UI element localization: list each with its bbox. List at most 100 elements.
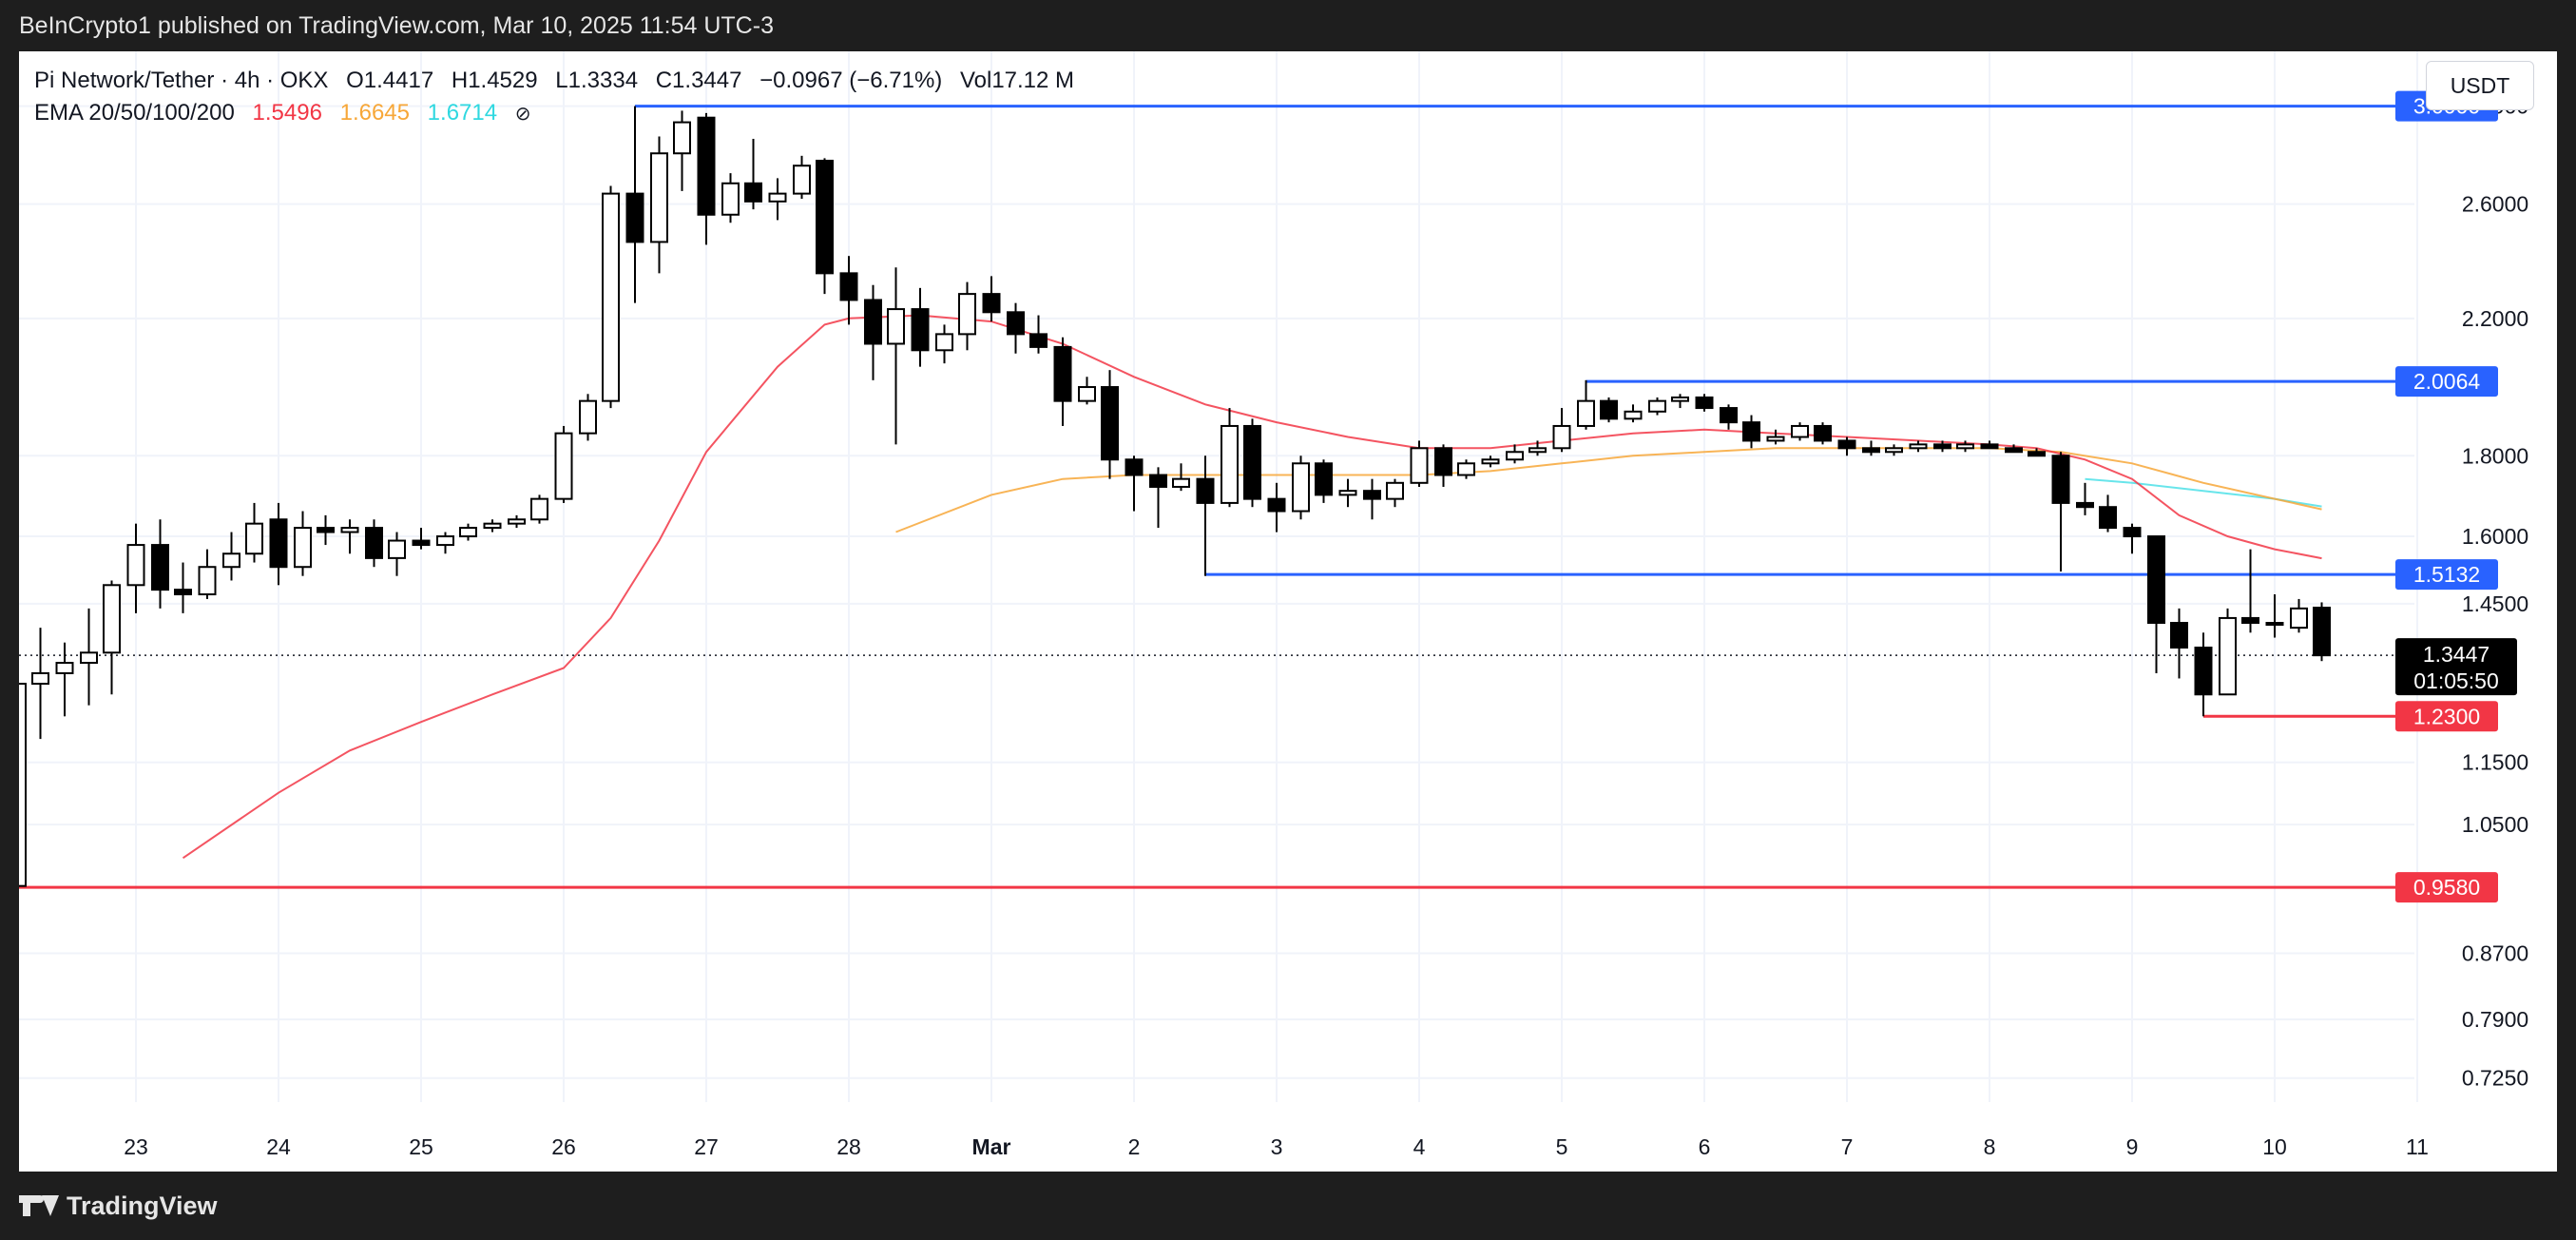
- symbol-label[interactable]: Pi Network/Tether · 4h · OKX: [34, 68, 329, 93]
- time-tick-label: 11: [2406, 1134, 2429, 1159]
- bear-candle: [269, 502, 288, 586]
- tradingview-logo[interactable]: TradingView: [19, 1189, 218, 1223]
- candle-body: [1410, 447, 1429, 484]
- candle-body: [459, 527, 477, 538]
- bear-candle: [1600, 397, 1618, 423]
- bear-candle: [1029, 315, 1048, 354]
- candle-body: [1837, 439, 1856, 450]
- candle-body: [1885, 447, 1903, 454]
- ema-label[interactable]: EMA 20/50/100/200: [34, 100, 235, 126]
- candle-body: [1149, 474, 1167, 488]
- candle-body: [269, 518, 288, 569]
- candle-body: [1101, 386, 1119, 461]
- candle-body: [816, 160, 834, 275]
- candle-body: [388, 539, 406, 559]
- tradingview-brand: TradingView: [67, 1191, 218, 1220]
- tradingview-logo-icon: [19, 1195, 59, 1216]
- bull-candle: [1078, 377, 1096, 405]
- bear-candle: [1196, 455, 1215, 576]
- time-tick-label: 7: [1841, 1134, 1854, 1159]
- candle-body: [887, 308, 905, 345]
- level-label-text: 0.9580: [2413, 875, 2480, 900]
- time-tick-label: 4: [1413, 1134, 1426, 1159]
- bull-candle: [887, 267, 905, 445]
- candle-body: [508, 518, 526, 525]
- bull-candle: [673, 110, 691, 191]
- bear-candle: [2028, 448, 2046, 457]
- last-price-bg: [2395, 638, 2517, 696]
- price-axis: 3.00002.60002.20001.80001.60001.45001.15…: [2395, 90, 2528, 1091]
- candle-body: [602, 192, 620, 402]
- candle-body: [1720, 407, 1738, 424]
- bear-candle: [1742, 415, 1760, 449]
- bull-candle: [1221, 408, 1239, 508]
- bull-candle: [1956, 440, 1974, 453]
- chart-legend: Pi Network/Tether · 4h · OKX O1.4417 H1.…: [34, 65, 1086, 130]
- candle-body: [650, 152, 668, 243]
- candle-body: [1506, 451, 1524, 461]
- bull-candle: [436, 532, 454, 554]
- ema-row: EMA 20/50/100/200 1.5496 1.6645 1.6714 ⊘: [34, 97, 1086, 130]
- bull-candle: [1481, 455, 1500, 468]
- candle-body: [80, 651, 98, 665]
- candle-body: [1909, 443, 1928, 450]
- currency-button[interactable]: USDT: [2426, 61, 2534, 110]
- bull-candle: [554, 425, 573, 503]
- bull-candle: [721, 173, 740, 223]
- bear-candle: [1814, 422, 1832, 445]
- bull-candle: [1671, 394, 1689, 409]
- time-tick-label: 25: [409, 1134, 433, 1159]
- candle-body: [1956, 443, 1974, 450]
- candle-body: [103, 584, 121, 654]
- candle-body: [625, 192, 644, 243]
- candle-body: [911, 308, 930, 352]
- eye-off-icon[interactable]: ⊘: [514, 104, 531, 125]
- bear-candle: [1837, 436, 1856, 456]
- bull-candle: [602, 185, 620, 409]
- time-tick-label: 10: [2262, 1134, 2287, 1159]
- time-tick-label: 28: [836, 1134, 861, 1159]
- chart-frame[interactable]: 3.00002.60002.20001.80001.60001.45001.15…: [19, 51, 2557, 1172]
- ema50-value: 1.6645: [339, 100, 410, 126]
- candle-body: [768, 192, 787, 203]
- candle-body: [2313, 607, 2331, 657]
- bear-candle: [2076, 482, 2094, 515]
- bull-candle: [1338, 478, 1357, 508]
- candles: [19, 106, 2331, 887]
- bull-candle: [483, 519, 502, 533]
- grid: [19, 51, 2418, 1102]
- candle-body: [2241, 616, 2259, 625]
- bull-candle: [1172, 463, 1190, 492]
- change-value: −0.0967 (−6.71%): [759, 68, 943, 93]
- ema100-value: 1.6714: [427, 100, 498, 126]
- candle-body: [1434, 447, 1452, 476]
- bull-candle: [388, 532, 406, 576]
- candle-body: [151, 544, 169, 591]
- candle-body: [1481, 458, 1500, 465]
- bull-candle: [1624, 404, 1643, 423]
- bull-candle: [579, 394, 597, 441]
- level-label: 0.9580: [2395, 872, 2498, 903]
- candle-body: [126, 544, 145, 587]
- price-chart[interactable]: 3.00002.60002.20001.80001.60001.45001.15…: [19, 51, 2557, 1172]
- level-label: 1.2300: [2395, 701, 2498, 732]
- price-tick-label: 2.6000: [2462, 192, 2528, 217]
- low-value: L1.3334: [555, 68, 639, 93]
- bear-candle: [174, 562, 192, 613]
- bull-candle: [793, 155, 811, 200]
- candle-body: [55, 662, 74, 674]
- time-tick-label: 8: [1984, 1134, 1996, 1159]
- close-value: C1.3447: [655, 68, 742, 93]
- bear-candle: [2313, 602, 2331, 662]
- open-value: O1.4417: [346, 68, 434, 93]
- price-tick-label: 2.2000: [2462, 306, 2528, 331]
- bull-candle: [1528, 440, 1547, 456]
- candle-body: [1125, 458, 1144, 476]
- candle-body: [1267, 497, 1286, 513]
- bear-candle: [816, 158, 834, 295]
- candle-countdown: 01:05:50: [2413, 668, 2499, 693]
- candle-body: [793, 165, 811, 195]
- candle-body: [1528, 447, 1547, 454]
- bull-candle: [2290, 598, 2308, 633]
